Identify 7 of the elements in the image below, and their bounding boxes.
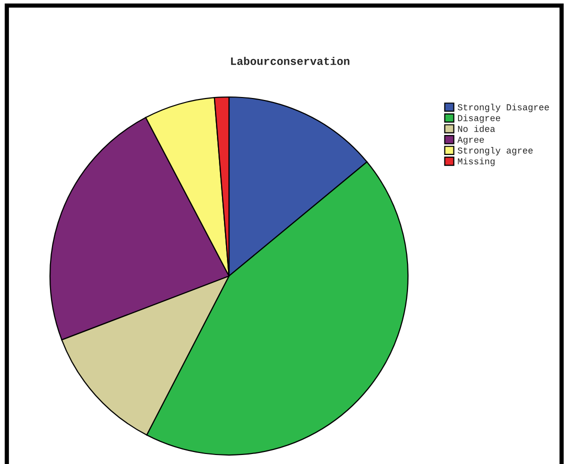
legend-label: Strongly Disagree: [458, 104, 549, 112]
legend-label: Strongly agree: [458, 146, 533, 156]
legend-label: No idea: [458, 125, 496, 132]
legend-label: Disagree: [458, 114, 500, 123]
legend-label: Missing: [458, 158, 495, 166]
legend-label: Agree: [457, 136, 484, 145]
chart-title: Labourconservation: [231, 56, 350, 65]
